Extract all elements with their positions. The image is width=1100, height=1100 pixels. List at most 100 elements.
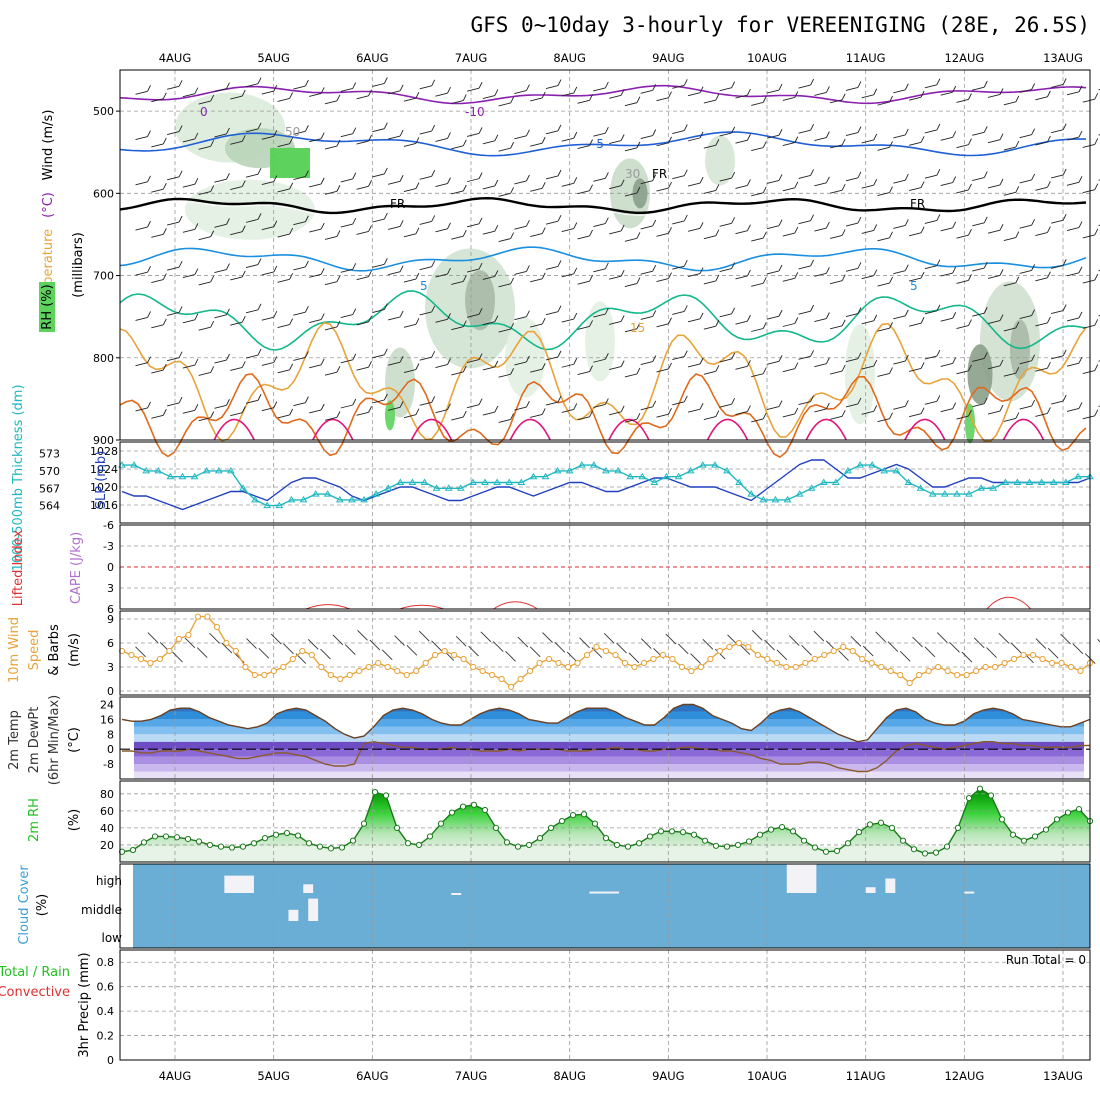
isotherm-20 <box>119 373 1087 459</box>
wind-barb-flag <box>194 177 199 185</box>
rh-shading <box>705 135 735 186</box>
wind-speed-line-marker <box>299 647 306 655</box>
thickness-line-marker <box>469 478 477 485</box>
wind-barb-flag <box>273 401 278 408</box>
wind-barb <box>1035 141 1048 146</box>
wind-barb-flag <box>620 224 625 232</box>
surface-wind-barb <box>147 632 159 643</box>
thickness-line-marker <box>239 484 247 491</box>
wind-barb <box>1051 264 1064 269</box>
wind-barb <box>1066 227 1080 231</box>
wind-barb <box>672 310 685 315</box>
wind-barb-flag <box>983 171 988 178</box>
cloud-high-bar <box>786 864 817 893</box>
wind-barb <box>609 185 622 190</box>
rh-line-marker <box>580 811 588 818</box>
temp-axis-label-1: 2m Temp <box>7 710 22 770</box>
wind-barb <box>388 135 401 140</box>
rh-line-marker <box>426 833 434 840</box>
surface-wind-barb <box>579 637 590 649</box>
wind-barb <box>214 269 227 274</box>
wind-speed-line-marker <box>821 651 828 659</box>
li-tick-label: -3 <box>103 540 114 553</box>
thickness-line-marker <box>844 466 852 474</box>
surface-wind-barb <box>517 636 529 648</box>
rh-line-marker <box>481 806 489 814</box>
wind-barb <box>656 97 669 102</box>
wind-barb-flag <box>162 92 167 99</box>
wind-barb <box>672 220 685 225</box>
wind-speed-line-marker <box>954 671 961 679</box>
wind-speed-line-marker <box>697 663 705 671</box>
wind-barb-flag <box>936 349 941 357</box>
wind-barb <box>782 413 795 418</box>
wind-barb <box>340 404 353 409</box>
wind-speed-line-marker <box>470 663 477 671</box>
thickness-line-marker <box>553 466 562 474</box>
temp-mask <box>122 697 1090 742</box>
thickness-line-marker <box>214 466 223 474</box>
wind-barb <box>814 408 827 413</box>
wind-barb-flag <box>273 175 278 182</box>
wind-barb-flag <box>289 273 294 280</box>
rh-line-marker <box>184 835 192 843</box>
precip-axis-label: 3hr Precip (mm) <box>77 952 92 1057</box>
wind-barb-flag <box>241 315 246 323</box>
wind-barb <box>798 175 811 179</box>
wind-barb-flag <box>320 358 325 365</box>
thickness-tick-label: 570 <box>39 465 60 478</box>
thickness-line-marker <box>868 461 877 468</box>
cloud-high-bar <box>451 893 462 895</box>
surface-wind-barb <box>480 631 492 643</box>
isotherm-label: FR <box>910 197 925 211</box>
wind-barb <box>1019 405 1032 410</box>
wind-barb-flag <box>1015 412 1020 419</box>
temp-tick-label: 0 <box>107 743 114 756</box>
wind-barb <box>972 403 985 408</box>
wind-barb-flag <box>857 262 862 269</box>
cloud-level-label: low <box>102 931 123 945</box>
wind-barb-flag <box>952 402 957 409</box>
wind-barb <box>908 277 922 282</box>
surface-wind-barb <box>505 650 516 662</box>
wind-barb <box>182 364 196 369</box>
wind-barb-flag <box>273 356 278 363</box>
wind-barb-flag <box>668 317 672 324</box>
wind-tick-label: 3 <box>107 661 114 674</box>
rh-line-marker <box>151 833 159 840</box>
wind-barb <box>451 371 464 376</box>
surface-wind-barb <box>1047 647 1059 659</box>
wind-barb-flag <box>825 267 830 274</box>
wind-barb <box>435 409 448 414</box>
thickness-axis-label: 1000-500mb Thickness (dm) <box>11 384 26 571</box>
wind-barb <box>1066 362 1080 367</box>
wind-barb-flag <box>526 310 530 317</box>
wind-barb <box>182 228 196 233</box>
wind-barb <box>545 220 559 225</box>
wind-barb-flag <box>810 350 814 357</box>
wind-barb-flag <box>541 182 546 189</box>
thickness-line-marker <box>251 495 259 503</box>
wind-barb-flag <box>478 308 483 315</box>
wind-speed-line-marker <box>650 655 657 663</box>
wind-barb-flag <box>462 365 467 373</box>
wind-barb-flag <box>1078 311 1083 319</box>
wind-barb-flag <box>462 139 467 146</box>
isotherm-10 <box>119 290 1087 351</box>
wind-tick-label: 0 <box>107 685 114 698</box>
rh-line-marker <box>800 837 808 844</box>
li-tick-label: 3 <box>107 582 114 595</box>
wind-barb-flag <box>399 129 404 137</box>
wind-barb <box>672 84 685 89</box>
wind-barb-flag <box>305 305 309 313</box>
rh-line-marker <box>811 844 819 851</box>
wind-barb-flag <box>747 88 751 96</box>
wind-barb <box>1035 412 1048 417</box>
wind-barb <box>293 266 306 271</box>
wind-speed-line-marker <box>859 655 866 663</box>
wind-barb <box>1003 146 1016 151</box>
isotherm-25 <box>410 418 453 441</box>
thickness-line-marker <box>311 490 320 497</box>
wind-barb <box>277 143 290 148</box>
wind-barb <box>703 144 716 149</box>
